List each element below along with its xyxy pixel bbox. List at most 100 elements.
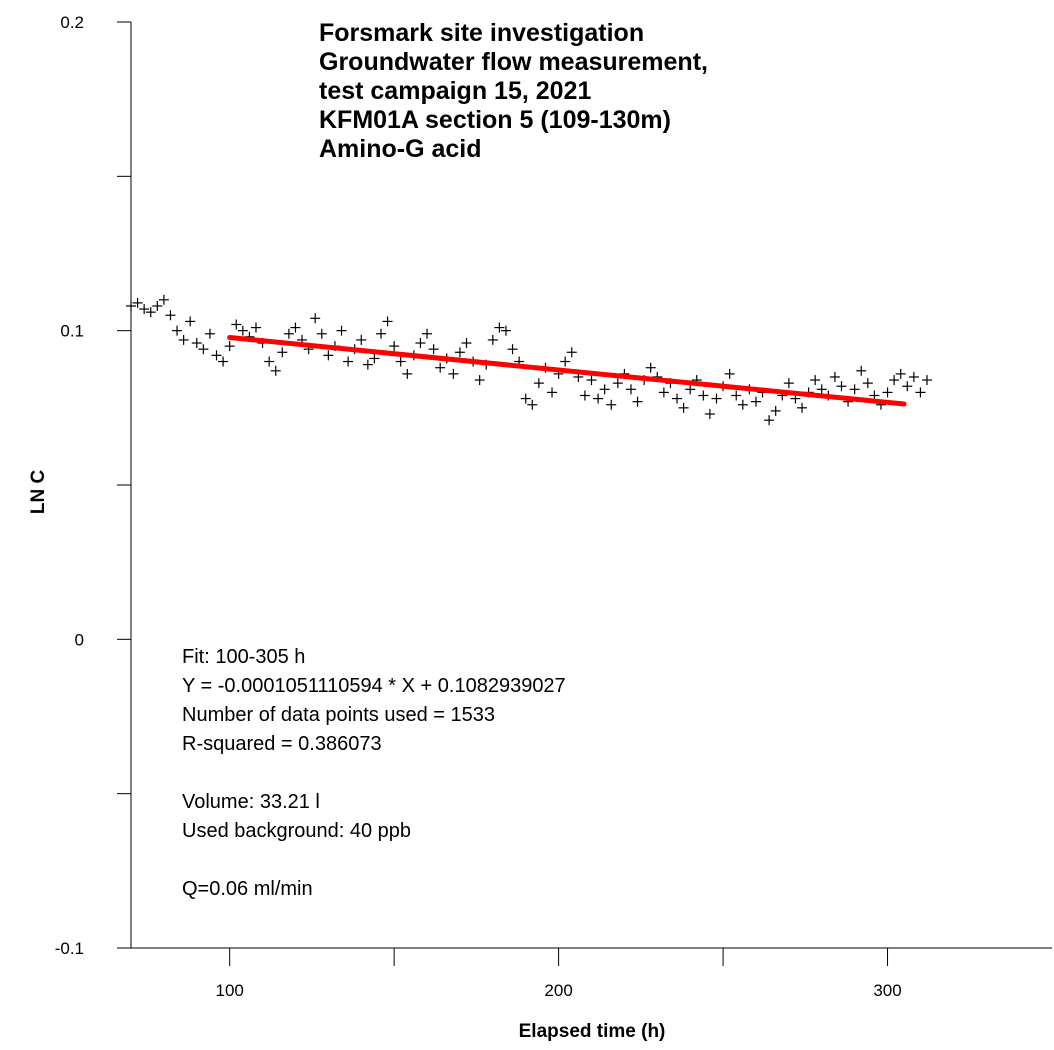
data-point <box>343 356 354 367</box>
data-point <box>645 362 656 373</box>
data-point <box>672 393 683 404</box>
scatter-points <box>126 294 933 426</box>
data-point <box>250 322 261 333</box>
data-point <box>139 304 150 315</box>
data-point <box>882 387 893 398</box>
data-point <box>323 350 334 361</box>
data-point <box>152 300 163 311</box>
data-point <box>185 316 196 327</box>
title-line: Groundwater flow measurement, <box>319 48 708 76</box>
annotation-line: R-squared = 0.386073 <box>182 733 382 755</box>
data-point <box>494 322 505 333</box>
data-point <box>704 409 715 420</box>
annotation-line: Q=0.06 ml/min <box>182 878 313 900</box>
title-line: KFM01A section 5 (109-130m) <box>319 106 671 134</box>
data-point <box>902 381 913 392</box>
annotation-line: Y = -0.0001051110594 * X + 0.1082939027 <box>182 675 566 697</box>
data-point <box>599 384 610 395</box>
data-point <box>264 356 275 367</box>
data-point <box>889 375 900 386</box>
data-point <box>356 334 367 345</box>
data-point <box>218 356 229 367</box>
x-tick-label: 300 <box>873 981 901 1000</box>
data-point <box>895 368 906 379</box>
data-point <box>389 341 400 352</box>
data-point <box>435 362 446 373</box>
data-point <box>731 390 742 401</box>
data-point <box>310 313 321 324</box>
data-point <box>533 378 544 389</box>
data-point <box>145 307 156 318</box>
data-point <box>191 338 202 349</box>
data-point <box>520 393 531 404</box>
data-point <box>593 393 604 404</box>
data-point <box>922 375 933 386</box>
data-point <box>172 325 183 336</box>
data-point <box>336 325 347 336</box>
data-point <box>316 328 327 339</box>
data-point <box>612 378 623 389</box>
data-point <box>237 325 248 336</box>
data-point <box>283 328 294 339</box>
data-point <box>126 300 136 311</box>
data-point <box>711 393 722 404</box>
data-point <box>566 347 577 358</box>
data-point <box>658 387 669 398</box>
data-point <box>500 325 511 336</box>
data-point <box>829 371 840 382</box>
y-tick-label: 0.2 <box>60 13 84 32</box>
data-point <box>849 384 860 395</box>
data-point <box>770 405 781 416</box>
fit-line <box>227 335 907 407</box>
data-point <box>369 353 380 364</box>
data-point <box>560 356 571 367</box>
data-point <box>270 365 281 376</box>
data-point <box>402 368 413 379</box>
y-tick-label: -0.1 <box>55 939 84 958</box>
data-point <box>132 297 143 308</box>
data-point <box>158 294 169 305</box>
annotation-line: Fit: 100-305 h <box>182 646 305 668</box>
annotation-line: Used background: 40 ppb <box>182 820 411 842</box>
data-point <box>737 399 748 410</box>
ticks: -0.1 0 0.1 0.2 100 200 300 <box>55 13 902 1000</box>
y-tick-label: 0 <box>75 630 84 649</box>
data-point <box>224 341 235 352</box>
annotation-line: Number of data points used = 1533 <box>182 704 495 726</box>
data-point <box>750 396 761 407</box>
data-point <box>625 384 636 395</box>
data-point <box>290 322 301 333</box>
data-point <box>178 334 189 345</box>
data-point <box>165 310 176 321</box>
data-point <box>764 415 775 426</box>
data-point <box>856 365 867 376</box>
data-point <box>816 384 827 395</box>
title-line: test campaign 15, 2021 <box>319 77 591 105</box>
data-point <box>606 399 617 410</box>
data-point <box>810 375 821 386</box>
data-point <box>685 384 696 395</box>
data-point <box>527 399 538 410</box>
fit-line-group <box>227 335 907 407</box>
data-point <box>375 328 386 339</box>
data-point <box>797 402 808 413</box>
data-point <box>231 319 242 330</box>
y-tick-label: 0.1 <box>60 322 84 341</box>
data-point <box>211 350 222 361</box>
annotation-line: Volume: 33.21 l <box>182 791 320 813</box>
data-point <box>836 381 847 392</box>
data-point <box>507 344 518 355</box>
data-point <box>422 328 433 339</box>
data-point <box>862 378 873 389</box>
data-point <box>487 334 498 345</box>
data-point <box>448 368 459 379</box>
data-point <box>415 338 426 349</box>
data-point <box>395 356 406 367</box>
data-point <box>547 387 558 398</box>
data-point <box>579 390 590 401</box>
data-point <box>908 371 919 382</box>
title-line: Amino-G acid <box>319 135 482 163</box>
y-axis-label: LN C <box>28 470 49 515</box>
